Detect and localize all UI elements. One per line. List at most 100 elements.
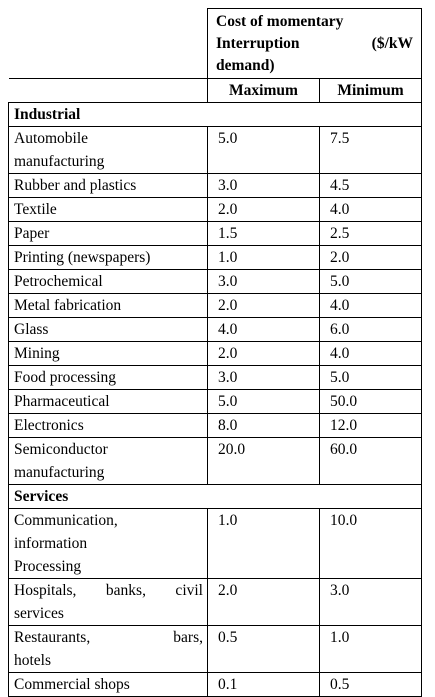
maximum-value-cell: 3.0 [207, 365, 320, 390]
maximum-value-cell: 3.0 [207, 269, 320, 294]
category-label-line: information [14, 535, 88, 552]
category-cell: Restaurants, bars, hotels [8, 625, 208, 673]
table-row: Rubber and plastics 3.0 4.5 [8, 173, 423, 198]
category-label-line: hotels [14, 652, 52, 669]
maximum-value-cell: 5.0 [207, 126, 320, 174]
category-label-line: Restaurants, bars, [14, 629, 203, 646]
header-title-line-2: Interruption ($/kW [216, 33, 413, 55]
minimum-value-cell: 7.5 [318, 126, 423, 174]
header-blank-cell [8, 8, 208, 79]
category-label-line: Pharmaceutical [14, 393, 110, 410]
maximum-value-cell: 2.0 [207, 578, 320, 626]
table-row: Mining 2.0 4.0 [8, 341, 423, 366]
table-row: Textile 2.0 4.0 [8, 197, 423, 222]
minimum-value-cell: 4.0 [318, 341, 423, 366]
maximum-value-cell: 1.0 [207, 245, 320, 270]
category-cell: Metal fabrication [8, 293, 208, 318]
table-row: Electronics 8.0 12.0 [8, 413, 423, 438]
table-row: Hospitals, banks, civil services 2.0 3.0 [8, 578, 423, 626]
table-row: Metal fabrication 2.0 4.0 [8, 293, 423, 318]
category-cell: Semiconductor manufacturing [8, 437, 208, 485]
maximum-value-cell: 0.1 [207, 672, 320, 697]
maximum-value-cell: 2.0 [207, 341, 320, 366]
table-row: Semiconductor manufacturing 20.0 60.0 [8, 437, 423, 485]
minimum-value-cell: 0.5 [318, 672, 423, 697]
category-cell: Communication, information Processing [8, 508, 208, 579]
minimum-value-cell: 5.0 [318, 365, 423, 390]
minimum-value-cell: 2.0 [318, 245, 423, 270]
category-cell: Automobile manufacturing [8, 126, 208, 174]
category-cell: Electronics [8, 413, 208, 438]
minimum-value-cell: 4.0 [318, 293, 423, 318]
category-label-line: Glass [14, 321, 49, 338]
maximum-value-cell: 8.0 [207, 413, 320, 438]
table-row: Petrochemical 3.0 5.0 [8, 269, 423, 294]
header-title-line-2-right: ($/kW [371, 35, 414, 52]
category-label-line: Electronics [14, 417, 84, 434]
category-cell: Textile [8, 197, 208, 222]
table-row: Communication, information Processing 1.0 10… [8, 508, 423, 579]
table-header-columns-row: Maximum Minimum [8, 78, 423, 103]
minimum-value-cell: 60.0 [318, 437, 423, 485]
category-label-line: Hospitals, banks, civil [14, 582, 203, 599]
maximum-value-cell: 2.0 [207, 197, 320, 222]
category-label-line: Food processing [14, 369, 117, 386]
category-label-line: Rubber and plastics [14, 177, 137, 194]
maximum-value-cell: 1.5 [207, 221, 320, 246]
interruption-cost-table: Cost of momentary Interruption ($/kW dem… [7, 8, 423, 697]
header-title-cell: Cost of momentary Interruption ($/kW dem… [206, 8, 423, 79]
maximum-value-cell: 0.5 [207, 625, 320, 673]
minimum-value-cell: 3.0 [318, 578, 423, 626]
minimum-value-cell: 2.5 [318, 221, 423, 246]
category-cell: Hospitals, banks, civil services [8, 578, 208, 626]
header-title-line-3: demand) [216, 57, 275, 74]
table-row: Restaurants, bars, hotels 0.5 1.0 [8, 625, 423, 673]
header-blank-cell-2 [8, 78, 208, 103]
minimum-value-cell: 50.0 [318, 389, 423, 414]
category-label-line: services [14, 605, 64, 622]
table-row: Food processing 3.0 5.0 [8, 365, 423, 390]
category-cell: Food processing [8, 365, 208, 390]
maximum-value-cell: 20.0 [207, 437, 320, 485]
category-cell: Pharmaceutical [8, 389, 208, 414]
category-label-line: Automobile [14, 130, 89, 147]
category-label-line: Metal fabrication [14, 297, 122, 314]
header-title-line-1: Cost of momentary [216, 13, 344, 30]
category-cell: Rubber and plastics [8, 173, 208, 198]
table-row: Automobile manufacturing 5.0 7.5 [8, 126, 423, 174]
category-label-line: manufacturing [14, 153, 105, 170]
minimum-value-cell: 10.0 [318, 508, 423, 579]
category-label-line: Textile [14, 201, 57, 218]
category-cell: Mining [8, 341, 208, 366]
minimum-value-cell: 1.0 [318, 625, 423, 673]
table-row: Glass 4.0 6.0 [8, 317, 423, 342]
category-label-line: Paper [14, 225, 50, 242]
category-label-line: Communication, [14, 512, 118, 529]
table-row: Commercial shops 0.1 0.5 [8, 672, 423, 697]
table-row: Pharmaceutical 5.0 50.0 [8, 389, 423, 414]
table-body: Cost of momentary Interruption ($/kW dem… [7, 8, 423, 697]
maximum-value-cell: 2.0 [207, 293, 320, 318]
category-cell: Glass [8, 317, 208, 342]
maximum-value-cell: 4.0 [207, 317, 320, 342]
section-row: Services [7, 484, 423, 509]
header-title-line-2-left: Interruption [216, 35, 300, 52]
maximum-value-cell: 3.0 [207, 173, 320, 198]
table-row: Printing (newspapers) 1.0 2.0 [8, 245, 423, 270]
category-cell: Petrochemical [8, 269, 208, 294]
minimum-value-cell: 4.0 [318, 197, 423, 222]
minimum-value-cell: 4.5 [318, 173, 423, 198]
minimum-value-cell: 6.0 [318, 317, 423, 342]
table-row: Paper 1.5 2.5 [8, 221, 423, 246]
category-label-line: Mining [14, 345, 60, 362]
category-label-line: Semiconductor [14, 441, 108, 458]
category-cell: Printing (newspapers) [8, 245, 208, 270]
section-heading: Industrial [7, 102, 423, 127]
column-header-minimum: Minimum [318, 78, 423, 103]
category-label-line: Petrochemical [14, 273, 103, 290]
maximum-value-cell: 1.0 [207, 508, 320, 579]
maximum-value-cell: 5.0 [207, 389, 320, 414]
section-row: Industrial [7, 102, 423, 127]
table-header-title-row: Cost of momentary Interruption ($/kW dem… [8, 8, 423, 79]
category-label-line: Processing [14, 558, 82, 575]
